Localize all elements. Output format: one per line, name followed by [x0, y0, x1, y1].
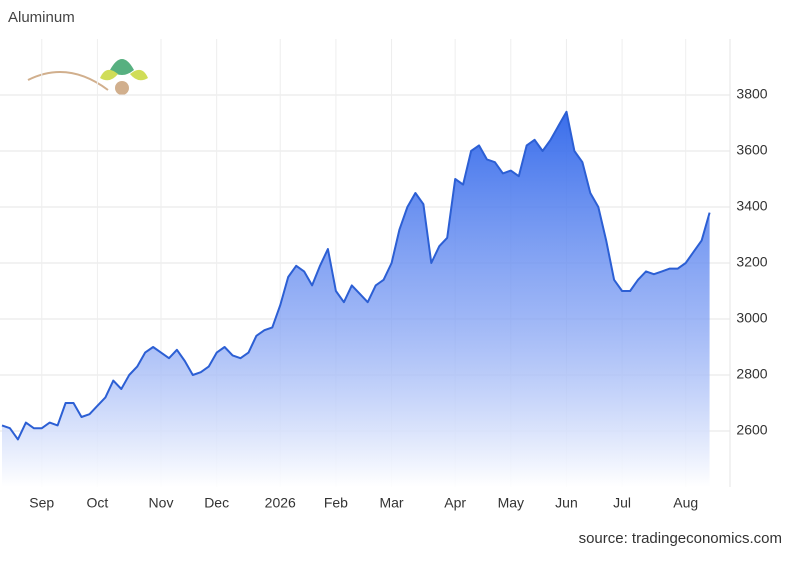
- y-tick-label: 2800: [736, 366, 767, 382]
- x-tick-label: Dec: [204, 495, 229, 511]
- x-tick-label: Oct: [87, 495, 109, 511]
- chart-title: Aluminum: [8, 9, 75, 26]
- y-tick-label: 3600: [736, 142, 767, 158]
- x-tick-label: 2026: [265, 495, 296, 511]
- x-tick-label: May: [498, 495, 524, 511]
- x-tick-label: Aug: [673, 495, 698, 511]
- logo: [27, 59, 148, 95]
- x-tick-label: Nov: [149, 495, 174, 511]
- y-tick-label: 3800: [736, 86, 767, 102]
- y-tick-label: 2600: [736, 422, 767, 438]
- y-tick-label: 3000: [736, 310, 767, 326]
- x-tick-label: Feb: [324, 495, 348, 511]
- x-tick-label: Sep: [29, 495, 54, 511]
- x-tick-label: Jun: [555, 495, 578, 511]
- x-tick-label: Mar: [379, 495, 403, 511]
- x-tick-label: Jul: [613, 495, 631, 511]
- line: [1, 110, 711, 441]
- x-tick-label: Apr: [444, 495, 466, 511]
- source: source: tradingeconomics.com: [579, 530, 782, 547]
- y-tick-label: 3200: [736, 254, 767, 270]
- y-tick-label: 3400: [736, 198, 767, 214]
- area: [2, 111, 710, 488]
